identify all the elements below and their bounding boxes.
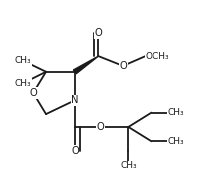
Text: O: O <box>71 146 79 155</box>
Polygon shape <box>73 56 98 73</box>
Text: N: N <box>71 95 79 105</box>
Text: O: O <box>96 122 104 132</box>
Text: O: O <box>95 28 102 38</box>
Text: CH₃: CH₃ <box>167 108 184 117</box>
Text: CH₃: CH₃ <box>15 56 31 65</box>
Text: CH₃: CH₃ <box>120 161 137 170</box>
Text: CH₃: CH₃ <box>167 137 184 146</box>
Text: OCH₃: OCH₃ <box>146 52 169 61</box>
Text: O: O <box>119 61 127 71</box>
Text: O: O <box>29 88 37 98</box>
Text: CH₃: CH₃ <box>15 79 31 88</box>
